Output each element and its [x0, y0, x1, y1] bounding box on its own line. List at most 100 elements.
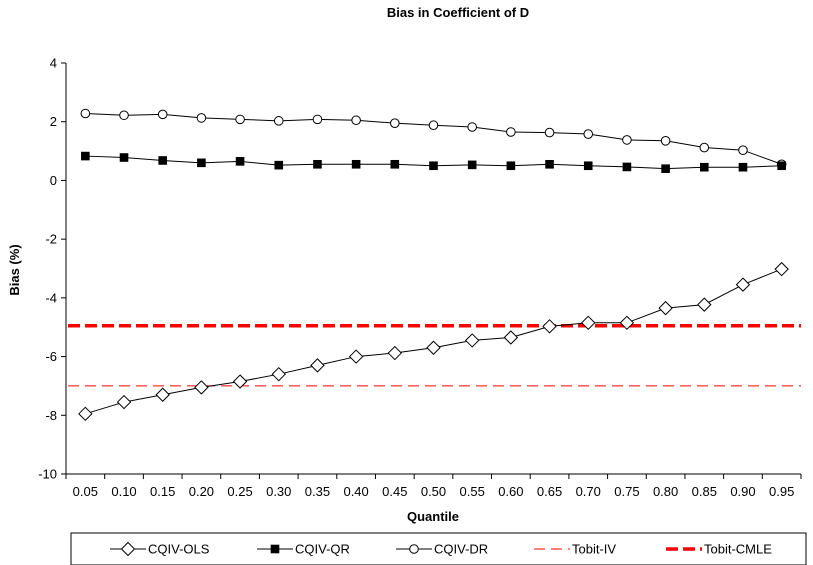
legend-item-cqiv-ols: CQIV-OLS [110, 542, 210, 557]
data-point-cqiv-dr [622, 135, 632, 145]
x-tick-label: 0.30 [266, 484, 291, 499]
data-point-cqiv-ols [155, 387, 170, 402]
x-tick-label: 0.95 [769, 484, 794, 499]
y-axis-title: Bias (%) [7, 244, 22, 295]
data-point-cqiv-ols [310, 358, 325, 373]
x-tick-label: 0.45 [382, 484, 407, 499]
data-point-cqiv-dr [428, 120, 439, 131]
data-point-cqiv-dr [699, 142, 710, 153]
data-point-cqiv-qr [119, 153, 129, 162]
legend-label: Tobit-CMLE [704, 542, 772, 557]
data-point-cqiv-qr [158, 156, 168, 165]
y-tick-label: 4 [50, 56, 57, 71]
data-point-cqiv-dr [660, 135, 671, 146]
data-point-cqiv-qr [429, 161, 438, 171]
legend-swatch-marker [409, 544, 419, 554]
data-point-cqiv-dr [583, 129, 594, 139]
x-tick-label: 0.20 [189, 484, 214, 499]
x-tick-label: 0.80 [653, 484, 678, 499]
data-point-cqiv-dr [351, 115, 361, 126]
x-tick-label: 0.50 [421, 484, 446, 499]
data-point-cqiv-dr [738, 145, 748, 155]
data-point-cqiv-qr [583, 161, 593, 171]
data-point-cqiv-dr [235, 114, 245, 125]
data-point-cqiv-ols [426, 340, 441, 355]
legend-item-tobit-iv: Tobit-IV [534, 542, 616, 557]
legend-item-tobit-cmle: Tobit-CMLE [666, 542, 772, 557]
data-point-cqiv-ols [194, 380, 209, 395]
y-tick-label: -4 [45, 290, 57, 305]
legend-item-cqiv-qr: CQIV-QR [257, 542, 350, 557]
data-point-cqiv-ols [78, 406, 93, 422]
x-tick-label: 0.05 [73, 484, 98, 499]
data-point-cqiv-dr [467, 122, 477, 132]
data-point-cqiv-dr [544, 127, 555, 138]
x-tick-label: 0.40 [343, 484, 368, 499]
data-point-cqiv-ols [774, 261, 789, 277]
data-point-cqiv-qr [351, 159, 361, 169]
data-point-cqiv-qr [699, 162, 709, 172]
data-point-cqiv-qr [313, 159, 322, 169]
series-cqiv-dr [80, 108, 787, 170]
x-tick-label: 0.90 [730, 484, 755, 499]
y-tick-label: 0 [50, 173, 57, 188]
data-point-cqiv-ols [116, 394, 132, 410]
x-tick-label: 0.15 [150, 484, 175, 499]
data-point-cqiv-dr [157, 109, 168, 120]
data-point-cqiv-ols [697, 297, 712, 312]
legend-item-cqiv-dr: CQIV-DR [396, 542, 488, 557]
legend: CQIV-OLS CQIV-QR CQIV-DR Tobit-IV Tobit-CMLE [70, 532, 807, 565]
data-point-cqiv-qr [467, 160, 477, 170]
data-point-cqiv-dr [119, 110, 129, 121]
series-cqiv-qr [81, 151, 786, 173]
y-tick-label: -6 [45, 349, 57, 364]
data-point-cqiv-dr [196, 113, 207, 123]
series-cqiv-ols [78, 261, 789, 422]
legend-swatch-marker [120, 541, 136, 557]
legend-label: Tobit-IV [572, 542, 616, 557]
data-point-cqiv-ols [581, 315, 596, 331]
x-tick-label: 0.55 [460, 484, 485, 499]
data-point-cqiv-dr [506, 127, 516, 137]
data-point-cqiv-ols [503, 330, 519, 345]
x-axis-title: Quantile [407, 509, 459, 524]
legend-label: CQIV-OLS [148, 542, 210, 557]
data-point-cqiv-qr [506, 161, 516, 171]
data-point-cqiv-dr [273, 116, 284, 126]
data-point-cqiv-qr [235, 157, 245, 166]
chart-title: Bias in Coefficient of D [387, 5, 529, 20]
data-point-cqiv-dr [312, 114, 323, 125]
legend-swatch-marker [270, 544, 280, 554]
data-point-cqiv-qr [545, 159, 554, 169]
data-point-cqiv-dr [80, 108, 91, 119]
x-tick-label: 0.60 [498, 484, 523, 499]
data-point-cqiv-ols [735, 277, 751, 292]
x-tick-label: 0.10 [111, 484, 136, 499]
y-tick-label: -10 [38, 467, 57, 482]
data-point-cqiv-ols [271, 366, 286, 382]
y-tick-label: -8 [45, 408, 57, 423]
y-tick-label: 2 [50, 114, 57, 129]
data-point-cqiv-ols [464, 333, 480, 348]
data-point-cqiv-qr [390, 159, 400, 169]
data-point-cqiv-ols [348, 349, 364, 364]
legend-label: CQIV-DR [434, 542, 488, 557]
data-point-cqiv-qr [738, 162, 748, 172]
data-point-cqiv-qr [274, 160, 284, 170]
data-point-cqiv-ols [387, 345, 403, 361]
x-tick-label: 0.85 [692, 484, 717, 499]
x-tick-label: 0.25 [227, 484, 252, 499]
plot-area: 4 2 0 -2 -4 -6 -8 -10 0.05 0.10 0.15 0.20 0.25 0.30 0.… [38, 56, 802, 499]
legend-label: CQIV-QR [295, 542, 350, 557]
data-point-cqiv-dr [390, 118, 400, 128]
data-point-cqiv-ols [658, 300, 673, 316]
x-tick-label: 0.65 [537, 484, 562, 499]
data-point-cqiv-qr [661, 164, 670, 173]
x-tick-label: 0.75 [614, 484, 639, 499]
data-point-cqiv-qr [197, 158, 206, 168]
data-point-cqiv-qr [622, 162, 632, 172]
data-point-cqiv-qr [777, 161, 786, 171]
data-point-cqiv-ols [232, 374, 248, 389]
y-tick-label: -2 [45, 232, 57, 247]
